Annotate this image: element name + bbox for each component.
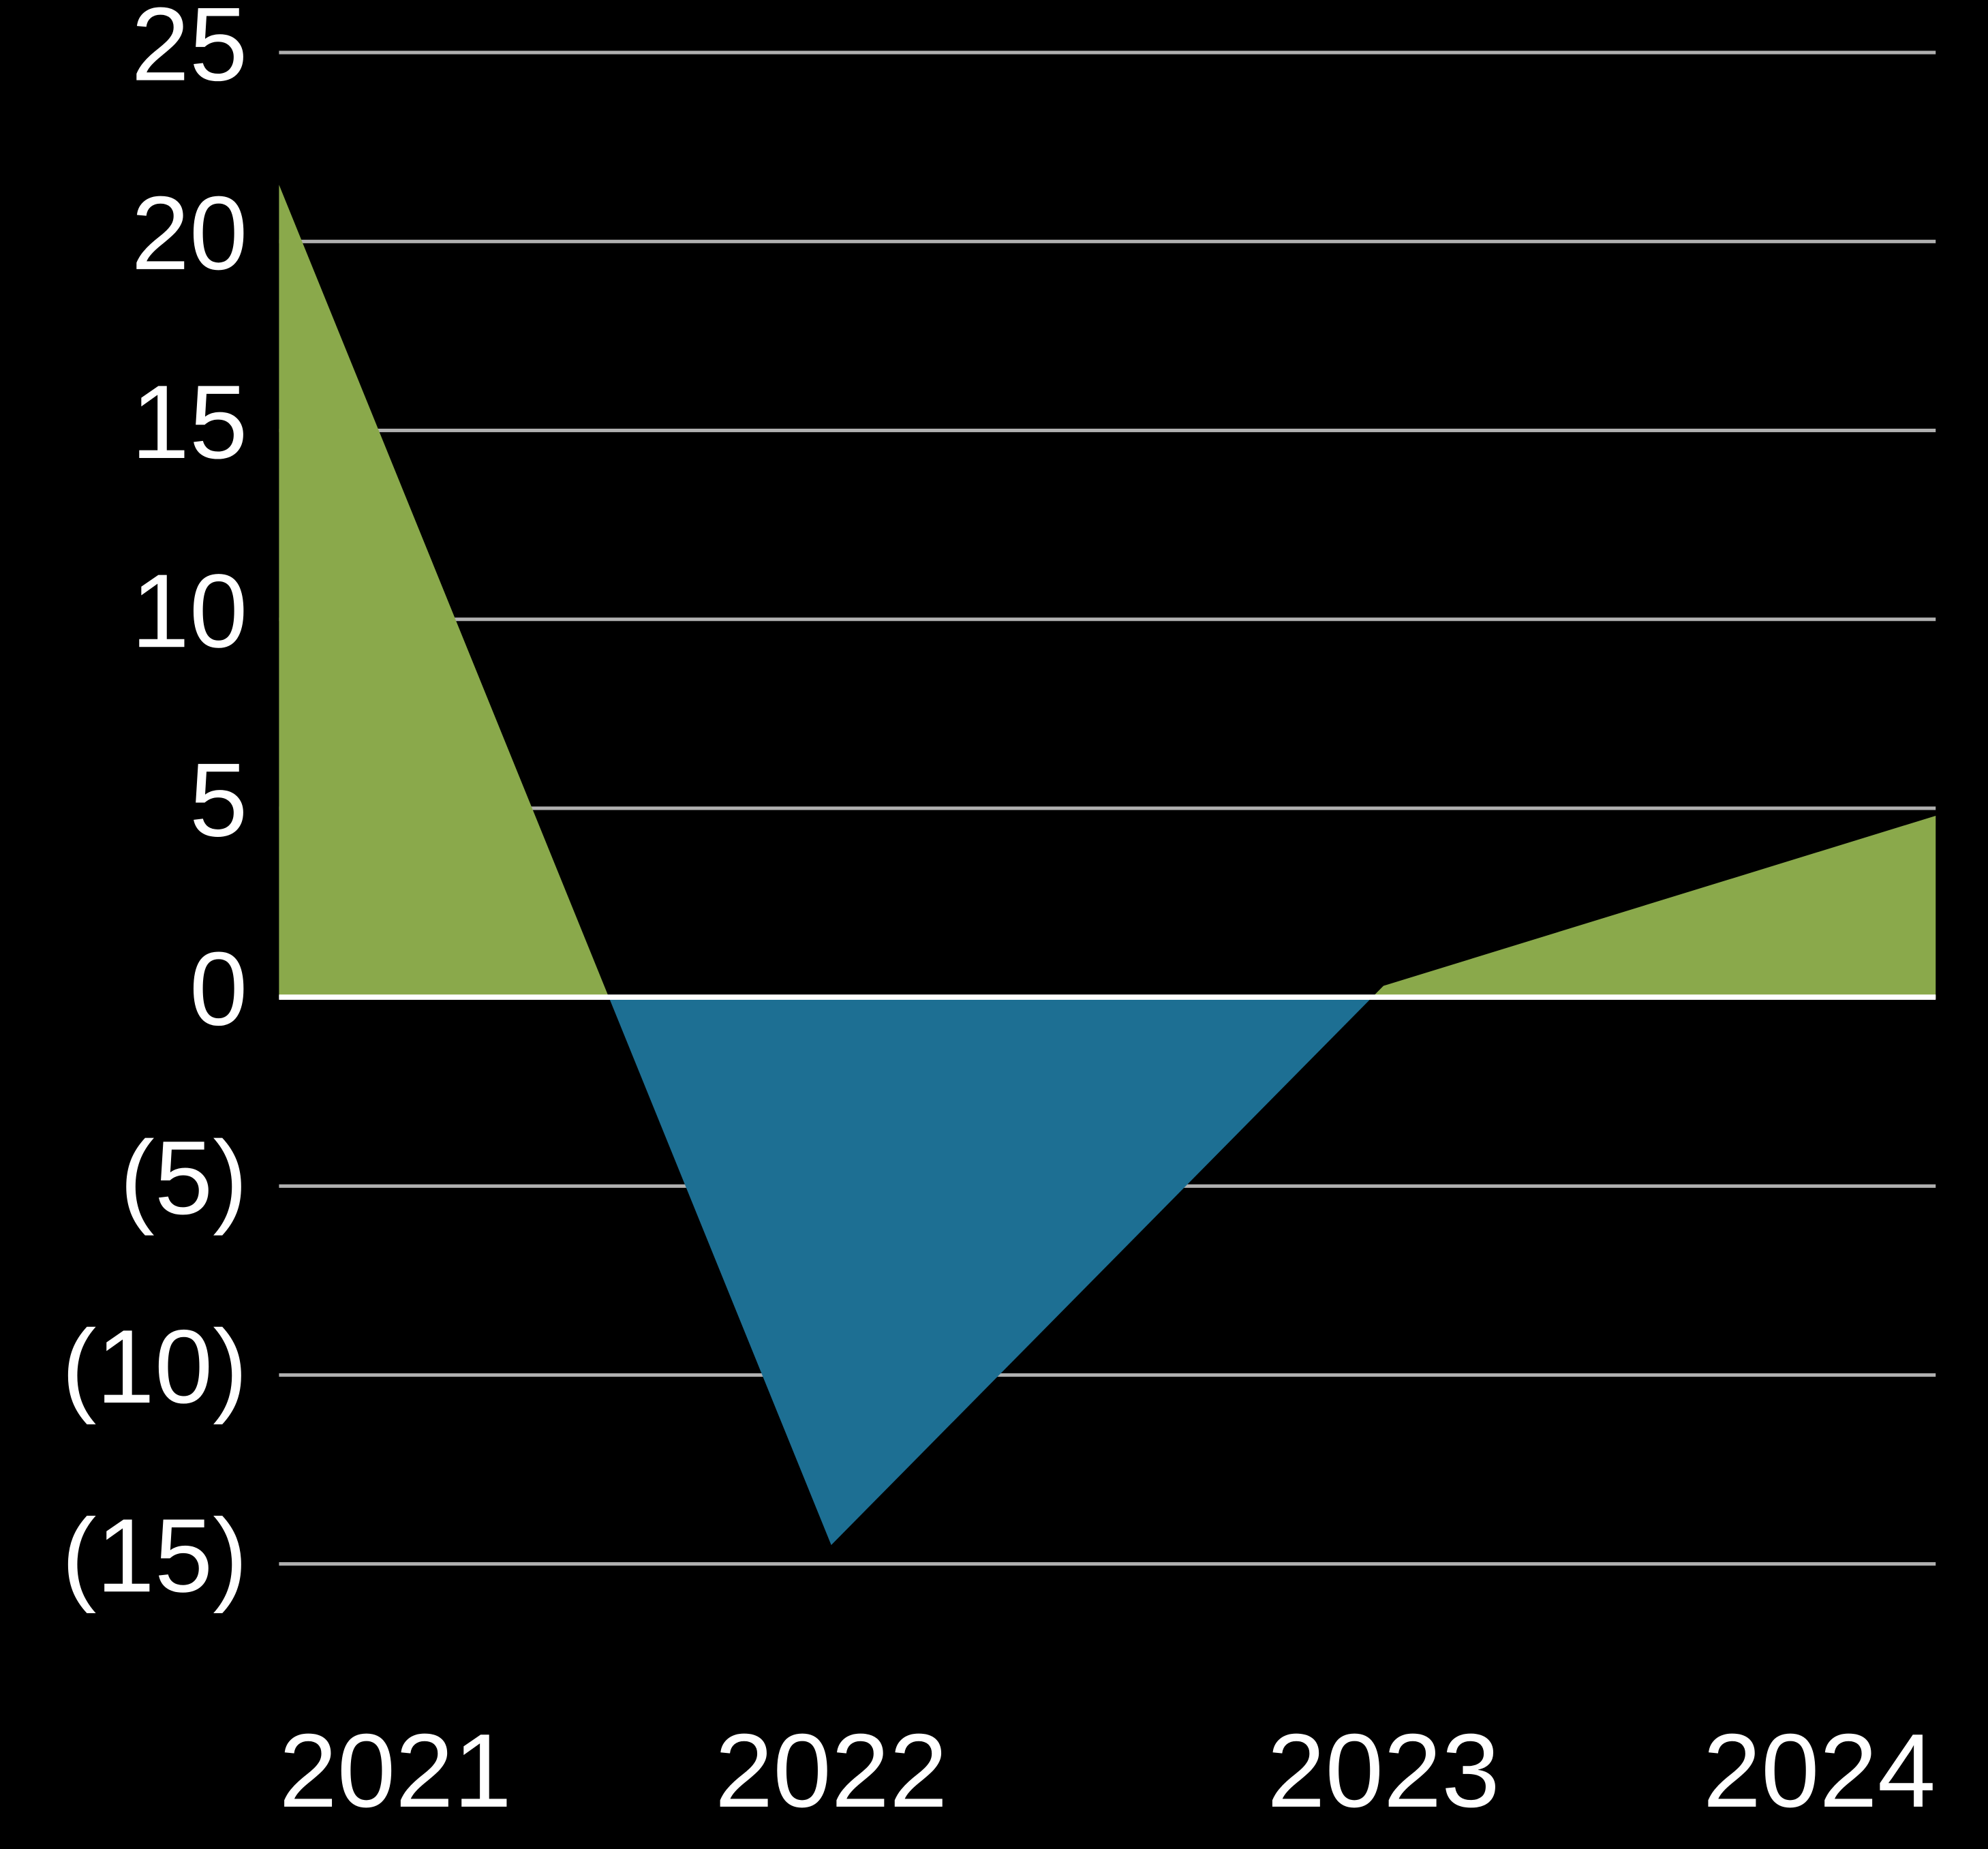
area-positive <box>279 185 609 997</box>
y-tick-label: 5 <box>189 741 247 858</box>
x-tick-label: 2022 <box>715 1712 948 1829</box>
x-tick-label: 2023 <box>1267 1712 1500 1829</box>
chart-container: (15) (10) (5) 0 5 10 15 20 25 2021 2022 2023 2024 <box>0 0 1988 1849</box>
y-tick-label: 25 <box>132 0 248 103</box>
y-tick-label: 20 <box>132 174 248 292</box>
area-chart: (15) (10) (5) 0 5 10 15 20 25 2021 2022 2023 2024 <box>0 0 1988 1849</box>
y-tick-label: 0 <box>189 930 247 1048</box>
y-tick-label: (5) <box>120 1119 248 1236</box>
area-negative <box>609 997 1372 1545</box>
y-tick-label: (10) <box>61 1308 247 1425</box>
y-tick-label: 10 <box>132 552 248 669</box>
y-tick-label: 15 <box>132 363 248 480</box>
y-tick-label: (15) <box>61 1497 247 1614</box>
x-tick-label: 2024 <box>1703 1712 1936 1829</box>
x-tick-label: 2021 <box>279 1712 512 1829</box>
area-positive <box>1373 816 1936 997</box>
